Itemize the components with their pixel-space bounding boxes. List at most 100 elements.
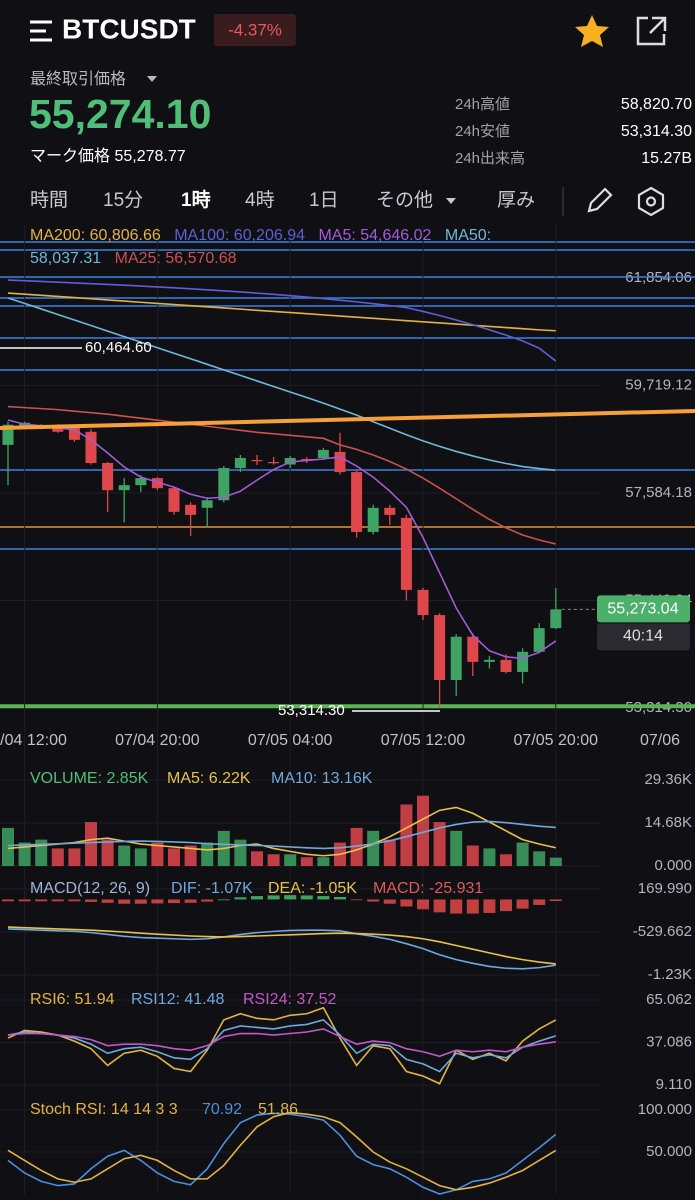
stat-value: 15.27B (641, 150, 692, 167)
stat-value: 58,820.70 (621, 96, 692, 113)
candle-body (317, 449, 329, 458)
candle-body (483, 659, 495, 662)
favorite[interactable] (575, 15, 609, 47)
bar (151, 899, 164, 904)
bar (134, 899, 147, 904)
stat-label: 24h高値 (455, 96, 510, 113)
bar (201, 899, 214, 902)
last-price-label: 最終取引価格 (30, 70, 126, 88)
bar (118, 899, 131, 904)
bar (101, 839, 114, 866)
dropdown-arrow[interactable] (147, 76, 157, 82)
legend-item: MACD(12, 26, 9) (30, 880, 150, 897)
candle-body (550, 609, 562, 629)
candle-body (201, 500, 213, 508)
bar (168, 848, 180, 866)
legend-item: RSI6: 51.94 (30, 991, 115, 1008)
legend-item: MA5: 6.22K (167, 770, 251, 787)
legend-item: DIF: -1.07K (171, 880, 253, 897)
candle-body (118, 485, 130, 491)
bar (201, 842, 214, 866)
bar (267, 854, 280, 866)
bar (251, 896, 263, 900)
legend-item: 51.86 (258, 1101, 298, 1118)
bar (350, 827, 363, 866)
trendline (0, 408, 695, 431)
indicator-line (7, 928, 556, 970)
y-tick-label: 59,719.12 (625, 376, 692, 393)
indicator-line (7, 419, 557, 660)
legend-item: RSI12: 41.48 (131, 991, 225, 1008)
settings[interactable] (637, 186, 665, 217)
tab[interactable]: 15分 (103, 189, 143, 211)
share[interactable] (636, 16, 667, 46)
indicator-line (7, 1111, 557, 1191)
bar (2, 899, 14, 902)
bar (549, 857, 562, 866)
bar (417, 795, 429, 866)
high-marker: 60,464.60 (85, 339, 152, 356)
legend-item: MA25: 56,570.68 (114, 250, 237, 267)
y-tick-label: 9.110 (656, 1076, 692, 1093)
bar (533, 851, 546, 866)
bar (466, 899, 479, 914)
x-tick-label: 07/05 04:00 (248, 732, 333, 749)
bar (367, 899, 380, 902)
stat-label: 24h出来高 (455, 150, 525, 167)
draw-tool[interactable] (587, 187, 613, 213)
indicator-line (7, 297, 556, 471)
bar (500, 899, 512, 912)
bar (334, 896, 346, 900)
bar (184, 899, 197, 903)
legend-item: MACD: -25.931 (373, 880, 483, 897)
tab[interactable]: 1日 (309, 190, 339, 211)
bar (383, 839, 396, 866)
indicator-line (7, 405, 556, 545)
tab[interactable]: 4時 (245, 189, 275, 211)
stat-value: 53,314.30 (621, 123, 692, 140)
candle-body (417, 589, 429, 616)
legend-item: RSI24: 37.52 (243, 991, 337, 1008)
bar (300, 857, 313, 866)
candle-body (135, 478, 147, 486)
current-price-badge (597, 595, 690, 623)
tab[interactable]: 時間 (30, 189, 68, 211)
tab[interactable]: 厚み (497, 190, 535, 211)
candle-body (218, 468, 230, 501)
bar (350, 899, 363, 901)
bar (2, 827, 14, 866)
logo (30, 20, 52, 42)
candle-body (85, 431, 97, 464)
candle-body (517, 651, 529, 672)
bar (400, 804, 413, 866)
bar (417, 899, 429, 910)
y-tick-label: 29.36K (644, 771, 692, 788)
y-tick-label: 0.000 (654, 857, 692, 874)
tab-active[interactable]: 1時 (181, 189, 211, 211)
bar (18, 842, 31, 866)
candle-body (434, 615, 446, 681)
bar (234, 839, 247, 866)
tab[interactable]: その他 (376, 189, 433, 211)
bar (35, 899, 48, 902)
indicator-line (7, 1018, 557, 1073)
bar (433, 822, 446, 866)
y-tick-label: 65.062 (646, 991, 692, 1008)
bar (450, 899, 463, 914)
legend-item: 70.92 (202, 1101, 242, 1118)
bar (466, 845, 479, 866)
candle-body (268, 461, 280, 464)
bar (267, 895, 280, 900)
candle-body (251, 459, 263, 462)
symbol[interactable]: BTCUSDT (62, 13, 196, 44)
candle-body (102, 463, 114, 491)
y-tick-label: 57,584.18 (625, 484, 692, 501)
x-tick-label: 07/06 (640, 732, 680, 749)
candle-body (151, 478, 163, 489)
bar (317, 857, 330, 866)
x-tick-label: 07/04 20:00 (115, 732, 200, 749)
y-tick-label: 100.000 (638, 1101, 692, 1118)
mark-price: マーク価格 55,278.77 (30, 147, 186, 165)
candle-body (185, 504, 197, 515)
